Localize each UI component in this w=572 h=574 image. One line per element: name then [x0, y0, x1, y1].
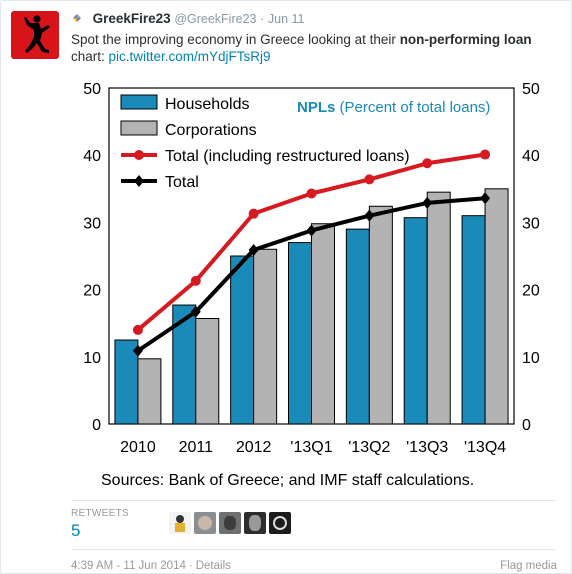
tweet-footer: 4:39 AM - 11 Jun 2014 · Details [71, 560, 231, 572]
footer-separator: · [188, 560, 193, 572]
legend-label: Corporations [165, 122, 257, 139]
y-tick-label-right: 50 [522, 81, 540, 98]
y-tick-label-left: 30 [83, 215, 101, 232]
retweeter-avatar[interactable] [169, 512, 191, 534]
y-tick-label-right: 30 [522, 215, 540, 232]
legend-label: Total (including restructured loans) [165, 148, 410, 165]
tweet-header: GreekFire23 @GreekFire23 · Jun 11 [71, 11, 305, 26]
chart-title: NPLs (Percent of total loans) [297, 99, 490, 116]
bar-corporations [311, 223, 335, 425]
user-name[interactable]: GreekFire23 [92, 11, 171, 26]
retweeter-avatars [169, 512, 291, 534]
y-tick-label-right: 40 [522, 148, 540, 165]
point-total [190, 305, 201, 318]
legend-swatch-households [120, 94, 158, 110]
point-total [422, 196, 433, 209]
bar-corporations [195, 317, 220, 425]
tweet-timestamp: 4:39 AM - 11 Jun 2014 [71, 560, 186, 572]
point-total [480, 192, 491, 205]
legend-swatch-corporations [120, 120, 158, 136]
tweet-text-bold: non-performing loan [399, 32, 532, 47]
tweet-text-after: chart: [71, 49, 109, 64]
npl-chart: 0 10 20 30 40 50 0 10 20 30 40 50 2010 2011 2012 '13Q… [83, 81, 540, 489]
legend-marker-total [134, 175, 144, 187]
retweeter-avatar[interactable] [244, 512, 266, 534]
bar-households [345, 228, 370, 425]
bar-corporations [484, 188, 509, 425]
x-tick-label: 2011 [179, 439, 214, 456]
user-handle[interactable]: @GreekFire23 [174, 12, 257, 26]
header-separator: · [260, 12, 265, 26]
x-tick-label: '13Q1 [290, 439, 332, 456]
retweeter-avatar[interactable] [269, 512, 291, 534]
y-tick-label-right: 20 [522, 283, 540, 300]
retweets-label: RETWEETS [71, 508, 129, 519]
divider-bottom [71, 549, 557, 550]
vine-icon [73, 14, 81, 22]
point-total [132, 344, 143, 357]
x-tick-label: 2012 [236, 439, 272, 456]
bar-households [288, 242, 312, 425]
y-tick-label-left: 10 [83, 350, 101, 367]
retweets-count[interactable]: 5 [71, 521, 81, 540]
chart-image[interactable]: 0 10 20 30 40 50 0 10 20 30 40 50 2010 2011 2012 '13Q… [69, 71, 563, 499]
point-total-restructured [480, 149, 491, 160]
tweet-text: Spot the improving economy in Greece loo… [71, 31, 561, 65]
bar-corporations [253, 248, 278, 425]
point-total-restructured [364, 174, 375, 185]
point-total-restructured [190, 275, 201, 286]
x-tick-label: 2010 [120, 439, 156, 456]
bar-households [403, 217, 428, 425]
user-avatar[interactable] [11, 11, 59, 59]
legend-label: Total [165, 174, 199, 191]
chart-title-rest: (Percent of total loans) [335, 99, 490, 116]
x-tick-label: '13Q2 [348, 439, 390, 456]
x-tick-label: '13Q4 [464, 439, 506, 456]
jumpman-logo-icon [24, 15, 50, 53]
chart-title-bold: NPLs [297, 99, 335, 116]
tweet-text-before: Spot the improving economy in Greece loo… [71, 32, 400, 47]
point-total [306, 224, 317, 237]
bar-corporations [137, 358, 162, 425]
point-total [364, 209, 375, 222]
y-tick-label-right: 10 [522, 350, 540, 367]
chart-source-note: Sources: Bank of Greece; and IMF staff c… [101, 472, 474, 489]
retweeter-avatar[interactable] [219, 512, 241, 534]
legend-label: Households [165, 96, 250, 113]
y-tick-label-left: 20 [83, 283, 101, 300]
y-tick-label-left: 0 [92, 417, 101, 434]
point-total-restructured [132, 324, 143, 335]
y-tick-label-left: 40 [83, 148, 101, 165]
bar-corporations [368, 205, 393, 425]
y-tick-label-right: 0 [522, 417, 531, 434]
point-total-restructured [306, 188, 317, 199]
chart-legend: Households Corporations Total (including r… [120, 94, 410, 191]
bar-households [230, 255, 255, 425]
details-link[interactable]: Details [195, 560, 231, 572]
point-total [248, 243, 259, 256]
tweet-date[interactable]: Jun 11 [267, 12, 305, 26]
point-total-restructured [248, 208, 259, 219]
bar-households [461, 215, 486, 425]
tweet-media-link[interactable]: pic.twitter.com/mYdjFTsRj9 [108, 49, 271, 64]
bar-corporations [426, 191, 451, 425]
flag-media-link[interactable]: Flag media [500, 560, 557, 572]
point-total-restructured [422, 158, 433, 169]
x-tick-label: '13Q3 [406, 439, 448, 456]
retweeter-avatar[interactable] [194, 512, 216, 534]
legend-marker-total-restructured [134, 150, 144, 160]
divider-top [71, 500, 557, 501]
y-tick-label-left: 50 [83, 81, 101, 98]
